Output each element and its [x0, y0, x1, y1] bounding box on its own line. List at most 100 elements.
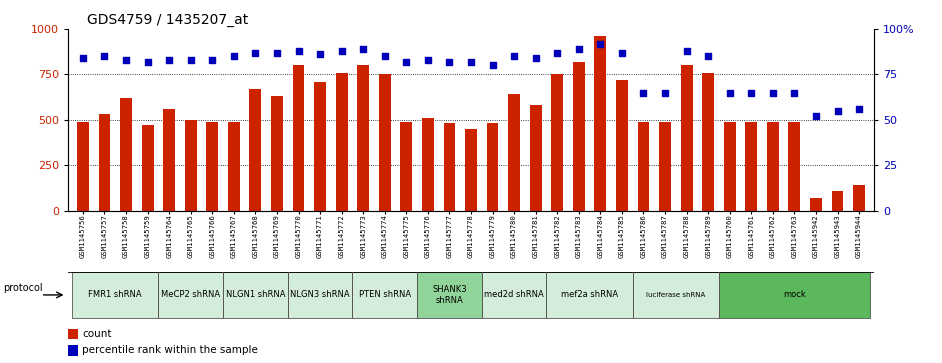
Bar [314, 82, 326, 211]
Bar [400, 122, 413, 211]
Bar [99, 114, 110, 211]
Bar [723, 122, 736, 211]
Point [398, 59, 414, 65]
Point [507, 53, 522, 59]
Bar [287, 272, 352, 318]
Bar [745, 122, 757, 211]
Bar [357, 65, 369, 211]
Bar [702, 73, 714, 211]
Bar [68, 329, 78, 339]
Point [852, 106, 867, 112]
Point [571, 46, 586, 52]
Point [744, 90, 759, 95]
Text: luciferase shRNA: luciferase shRNA [646, 292, 706, 298]
Point [140, 59, 155, 65]
Bar [616, 80, 628, 211]
Bar [487, 123, 498, 211]
Text: NLGN3 shRNA: NLGN3 shRNA [290, 290, 349, 299]
Point [658, 90, 673, 95]
Point [528, 55, 544, 61]
Point [313, 52, 328, 57]
Bar [681, 65, 692, 211]
Bar [832, 191, 843, 211]
Bar [633, 272, 719, 318]
Text: FMR1 shRNA: FMR1 shRNA [89, 290, 142, 299]
Bar [206, 122, 219, 211]
Point [442, 59, 457, 65]
Bar [228, 122, 240, 211]
Text: NLGN1 shRNA: NLGN1 shRNA [226, 290, 285, 299]
Point [723, 90, 738, 95]
Point [119, 57, 134, 63]
Bar [293, 65, 304, 211]
Point [377, 53, 392, 59]
Point [291, 48, 306, 54]
Bar [810, 198, 821, 211]
Point [420, 57, 435, 63]
Text: count: count [82, 329, 111, 339]
Bar [788, 122, 801, 211]
Text: GDS4759 / 1435207_at: GDS4759 / 1435207_at [87, 13, 248, 27]
Point [97, 53, 112, 59]
Bar [417, 272, 481, 318]
Bar [573, 62, 585, 211]
Bar [185, 120, 197, 211]
Text: MeCP2 shRNA: MeCP2 shRNA [161, 290, 220, 299]
Bar [250, 89, 261, 211]
Bar [223, 272, 287, 318]
Bar [77, 122, 89, 211]
Point [679, 48, 694, 54]
Text: protocol: protocol [4, 283, 43, 293]
Point [614, 50, 629, 56]
Bar [73, 272, 158, 318]
Bar [444, 123, 455, 211]
Point [269, 50, 284, 56]
Text: SHANK3
shRNA: SHANK3 shRNA [432, 285, 466, 305]
Bar [379, 74, 391, 211]
Bar [508, 94, 520, 211]
Bar [422, 118, 434, 211]
Point [204, 57, 219, 63]
Bar [158, 272, 223, 318]
Point [463, 59, 479, 65]
Point [808, 113, 823, 119]
Point [593, 41, 608, 46]
Text: mock: mock [783, 290, 805, 299]
Bar [659, 122, 671, 211]
Bar [141, 125, 154, 211]
Text: mef2a shRNA: mef2a shRNA [561, 290, 618, 299]
Bar [465, 129, 477, 211]
Point [830, 108, 845, 114]
Text: PTEN shRNA: PTEN shRNA [359, 290, 411, 299]
Bar [529, 105, 542, 211]
Point [162, 57, 177, 63]
Point [75, 55, 90, 61]
Point [226, 53, 241, 59]
Point [248, 50, 263, 56]
Point [356, 46, 371, 52]
Bar [594, 36, 607, 211]
Point [550, 50, 565, 56]
Point [183, 57, 198, 63]
Bar [719, 272, 869, 318]
Point [787, 90, 802, 95]
Bar [638, 122, 649, 211]
Bar [121, 98, 132, 211]
Bar [551, 74, 563, 211]
Bar [352, 272, 417, 318]
Text: percentile rank within the sample: percentile rank within the sample [82, 345, 258, 355]
Bar [271, 96, 283, 211]
Point [485, 62, 500, 68]
Bar [853, 185, 865, 211]
Bar [68, 345, 78, 356]
Bar [767, 122, 779, 211]
Bar [546, 272, 633, 318]
Bar [163, 109, 175, 211]
Point [701, 53, 716, 59]
Point [334, 48, 349, 54]
Text: med2d shRNA: med2d shRNA [484, 290, 544, 299]
Point [765, 90, 780, 95]
Point [636, 90, 651, 95]
Bar [335, 73, 348, 211]
Bar [481, 272, 546, 318]
